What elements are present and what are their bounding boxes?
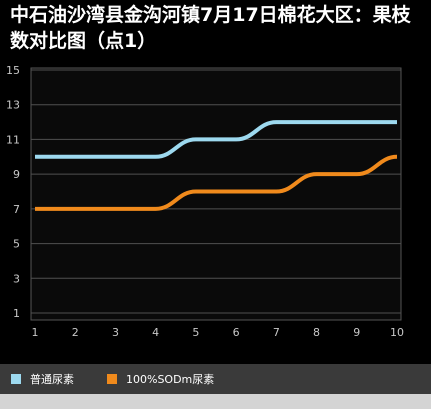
- y-tick-label: 3: [13, 272, 20, 285]
- x-tick-label: 6: [233, 326, 240, 339]
- y-tick-label: 9: [13, 168, 20, 181]
- series-line-1: [35, 120, 397, 159]
- legend-item-1: 普通尿素: [11, 372, 74, 386]
- x-tick-label: 2: [72, 326, 79, 339]
- x-tick-label: 8: [313, 326, 320, 339]
- x-tick-label: 5: [192, 326, 199, 339]
- legend-label-1: 普通尿素: [30, 373, 74, 386]
- legend-label-2: 100%SODm尿素: [126, 373, 215, 386]
- x-tick-label: 9: [353, 326, 360, 339]
- legend-swatch-2: [107, 374, 117, 384]
- y-tick-label: 7: [13, 203, 20, 216]
- chart-title: 中石油沙湾县金沟河镇7月17日棉花大区：果枝数对比图（点1）: [10, 4, 411, 52]
- x-tick-label: 3: [112, 326, 119, 339]
- legend-item-2: 100%SODm尿素: [107, 372, 214, 386]
- legend-swatch-1: [11, 374, 21, 384]
- series-line-2: [35, 154, 398, 211]
- y-tick-label: 11: [6, 133, 20, 146]
- bottom-strip: [0, 394, 431, 409]
- y-tick-label: 5: [13, 238, 20, 251]
- x-tick-label: 1: [32, 326, 39, 339]
- x-tick-label: 7: [273, 326, 280, 339]
- y-tick-label: 1: [13, 307, 20, 320]
- legend: 普通尿素 100%SODm尿素: [0, 364, 431, 394]
- y-tick-label: 15: [6, 64, 20, 77]
- x-tick-label: 10: [390, 326, 404, 339]
- y-tick-label: 13: [6, 99, 20, 112]
- x-tick-label: 4: [152, 326, 159, 339]
- plot-frame: [30, 67, 402, 321]
